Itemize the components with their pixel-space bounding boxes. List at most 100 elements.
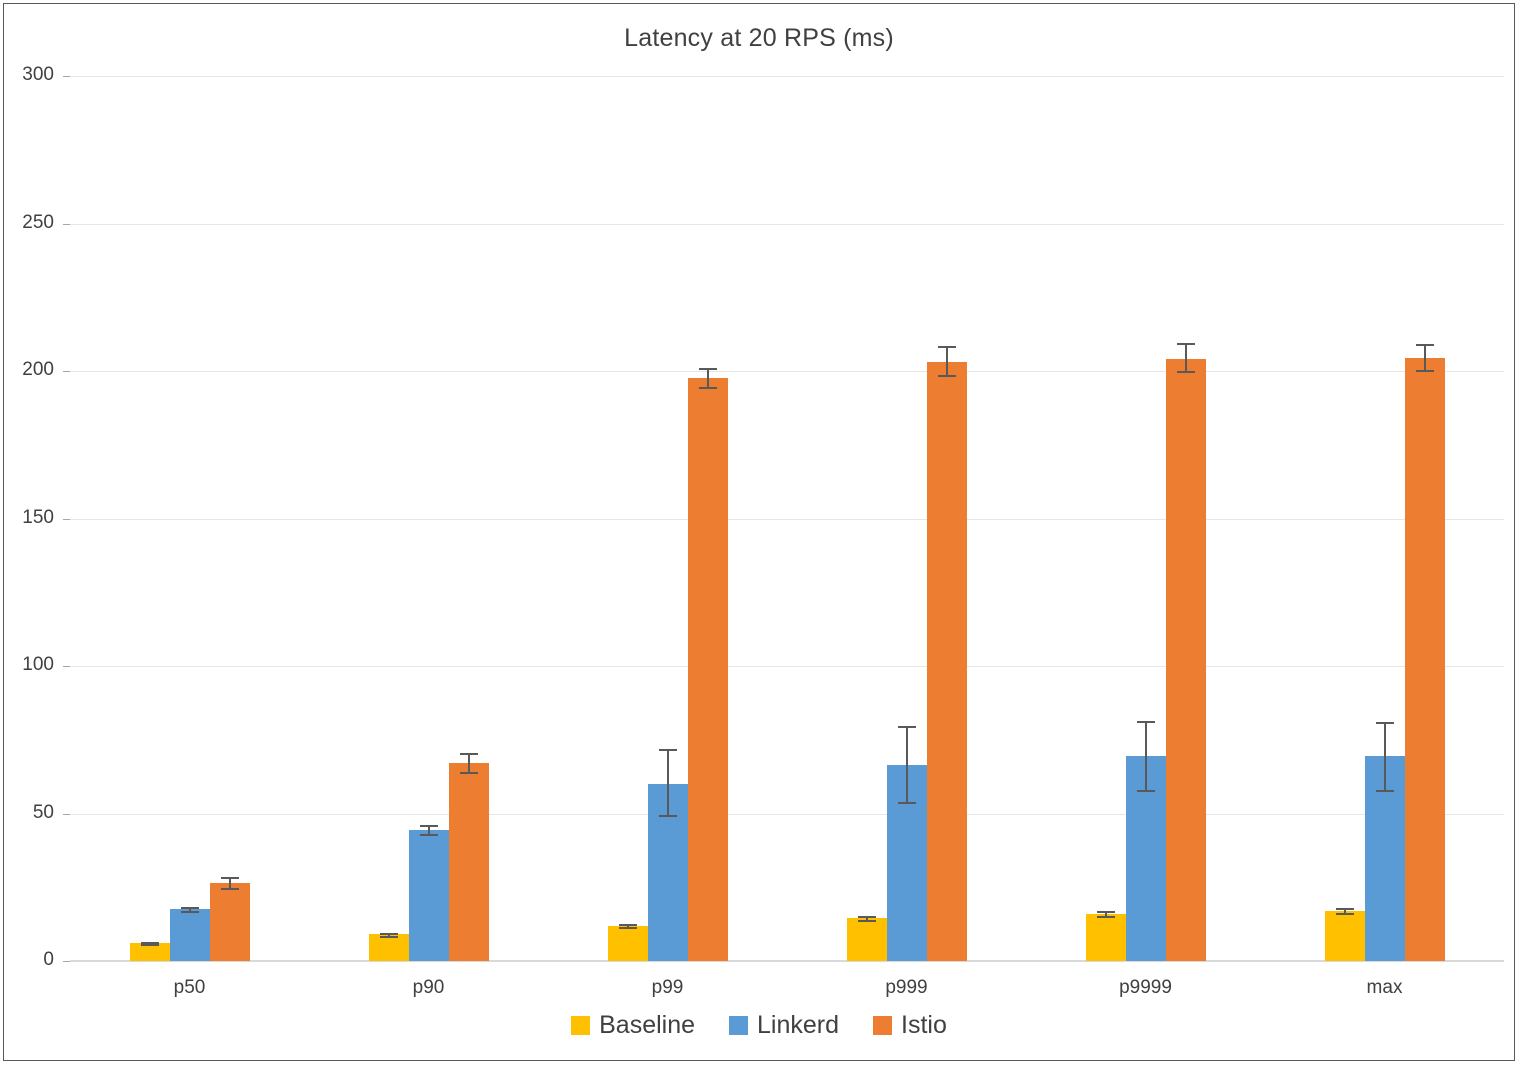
error-bar-cap-upper [140, 941, 159, 944]
x-axis-labels: p50 p90 p99 p999 p9999 max [70, 969, 1504, 1009]
gridline [70, 813, 1504, 815]
bar-group [1085, 76, 1206, 961]
error-bar-cap-lower [1415, 369, 1434, 372]
legend-swatch-istio [873, 1016, 893, 1035]
error-bar-cap-lower [618, 927, 637, 930]
error-bar-cap-upper [1415, 344, 1434, 347]
y-tick-label: 150 [22, 506, 54, 528]
x-tick-label-p99: p99 [651, 977, 684, 998]
error-bar-cap-upper [658, 748, 677, 751]
y-tick-mark [63, 76, 70, 77]
bar-linkerd-p90[interactable] [408, 829, 449, 961]
bar-baseline-p9999[interactable] [1085, 913, 1126, 961]
bar-istio-p90[interactable] [448, 763, 489, 961]
error-bar-line [1144, 720, 1147, 790]
error-bar-cap-lower [140, 944, 159, 947]
error-bar-cap-upper [1335, 908, 1354, 911]
error-bar-cap-upper [1096, 911, 1115, 914]
bar-baseline-p90[interactable] [368, 934, 409, 961]
error-bar-line [228, 876, 231, 888]
y-tick-label: 250 [22, 211, 54, 233]
bar-group [129, 76, 250, 961]
y-tick-label: 50 [32, 801, 54, 823]
legend-swatch-baseline [571, 1016, 591, 1035]
error-bar-line [1184, 342, 1187, 371]
bar-group [1324, 76, 1445, 961]
error-bar-cap-upper [618, 923, 637, 926]
bar-group [368, 76, 489, 961]
error-bar-cap-lower [1096, 916, 1115, 919]
error-bar-cap-lower [180, 911, 199, 914]
y-tick-label: 0 [43, 949, 54, 970]
chart-legend: Baseline Linkerd Istio [4, 1011, 1514, 1040]
legend-item-baseline[interactable]: Baseline [571, 1011, 695, 1040]
chart-title: Latency at 20 RPS (ms) [624, 24, 894, 52]
error-bar-line [706, 368, 709, 388]
legend-item-linkerd[interactable]: Linkerd [729, 1011, 839, 1040]
error-bar-cap-lower [419, 833, 438, 836]
error-bar-cap-upper [937, 345, 956, 348]
error-bar-cap-upper [1176, 342, 1195, 345]
error-bar-line [467, 753, 470, 773]
legend-label-istio: Istio [901, 1011, 947, 1039]
y-tick-mark [63, 813, 70, 815]
bar-istio-p99[interactable] [687, 378, 728, 961]
error-bar-cap-upper [459, 753, 478, 756]
y-tick-mark [63, 961, 70, 962]
error-bar-cap-lower [1375, 789, 1394, 792]
error-bar-line [427, 825, 430, 834]
error-bar-cap-upper [857, 916, 876, 919]
gridline [70, 223, 1504, 225]
bar-istio-p50[interactable] [209, 882, 250, 961]
error-bar-cap-lower [1176, 371, 1195, 373]
error-bar-cap-upper [419, 825, 438, 828]
bar-baseline-max[interactable] [1324, 910, 1365, 961]
bar-istio-p999[interactable] [926, 362, 967, 961]
error-bar-cap-lower [459, 772, 478, 775]
bar-baseline-p50[interactable] [129, 943, 170, 961]
error-bar-line [945, 345, 948, 376]
x-tick-label-p9999: p9999 [1119, 977, 1172, 998]
gridline [70, 76, 1504, 77]
legend-swatch-linkerd [729, 1016, 749, 1035]
error-bar-line [188, 906, 191, 912]
error-bar-cap-lower [1335, 913, 1354, 916]
gridline [70, 518, 1504, 520]
bar-istio-p9999[interactable] [1165, 359, 1206, 961]
bar-baseline-p999[interactable] [846, 918, 887, 961]
x-tick-label-max: max [1366, 977, 1403, 998]
error-bar-cap-upper [897, 726, 916, 729]
error-bar-line [1383, 722, 1386, 790]
error-bar-cap-lower [658, 814, 677, 817]
error-bar-cap-lower [1136, 789, 1155, 792]
error-bar-cap-lower [698, 387, 717, 390]
bar-istio-max[interactable] [1404, 357, 1445, 961]
error-bar-cap-lower [220, 887, 239, 890]
error-bar-cap-lower [897, 801, 916, 804]
error-bar-cap-lower [857, 919, 876, 922]
error-bar-line [905, 726, 908, 802]
y-tick-mark [63, 518, 70, 520]
bar-group [846, 76, 967, 961]
y-tick-label: 100 [22, 654, 54, 675]
legend-label-baseline: Baseline [599, 1011, 696, 1039]
y-tick-label: 200 [22, 359, 54, 380]
error-bar-cap-upper [379, 932, 398, 935]
axis-baseline [70, 960, 1504, 962]
error-bar-line [1423, 344, 1426, 370]
y-tick-mark [63, 371, 70, 372]
y-axis-labels: 0 50 100 150 200 250 300 [4, 64, 64, 970]
gridline [70, 371, 1504, 372]
error-bar-cap-upper [698, 368, 717, 371]
legend-item-istio[interactable]: Istio [873, 1011, 947, 1040]
bar-baseline-p99[interactable] [607, 925, 648, 961]
chart-frame: Latency at 20 RPS (ms) 0 50 100 150 200 250 30… [3, 3, 1515, 1061]
error-bar-line [666, 748, 669, 815]
bar-linkerd-p50[interactable] [169, 909, 210, 961]
y-tick-label: 300 [22, 64, 54, 85]
x-tick-label-p50: p50 [173, 977, 206, 998]
bar-group [607, 76, 728, 961]
legend-label-linkerd: Linkerd [757, 1011, 840, 1039]
error-bar-cap-upper [180, 906, 199, 909]
error-bar-cap-lower [379, 935, 398, 938]
